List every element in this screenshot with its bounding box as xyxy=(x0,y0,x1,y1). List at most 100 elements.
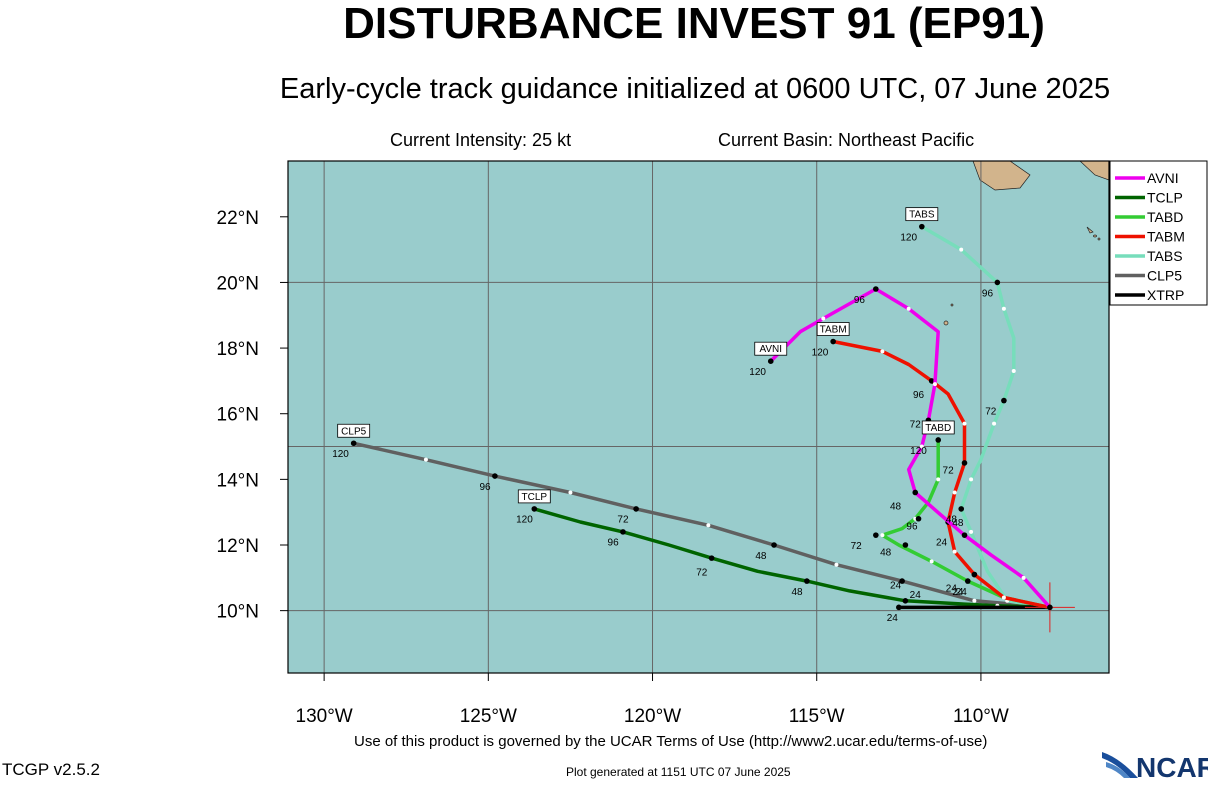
generated-timestamp: Plot generated at 1151 UTC 07 June 2025 xyxy=(566,765,791,779)
lat-tick-label: 16°N xyxy=(217,405,259,426)
track-xtrp xyxy=(896,604,1052,611)
model-end-label-box xyxy=(921,420,955,435)
track-tclp xyxy=(531,506,1052,610)
tau-label: 96 xyxy=(906,521,918,532)
track-line-tclp xyxy=(532,507,1052,610)
track-marker xyxy=(906,306,911,311)
tau-dot xyxy=(873,532,879,538)
track-marker xyxy=(972,598,977,603)
axis-labels: 130°W 125°W 120°W 115°W 110°W 22°N 20°N 18°N 16°… xyxy=(217,208,1009,727)
ncar-logo: NCAR xyxy=(1100,748,1208,785)
tau-dot xyxy=(902,597,909,604)
tau-dot xyxy=(994,279,1001,286)
tau-dot xyxy=(771,542,777,548)
tau-dot xyxy=(620,529,626,535)
model-end-label-box xyxy=(905,207,939,222)
tau-label: 48 xyxy=(791,587,803,598)
lon-tick-label: 120°W xyxy=(624,706,681,727)
ncar-logo-swoosh-icon xyxy=(1102,752,1138,778)
plot-title: DISTURBANCE INVEST 91 (EP91) xyxy=(343,0,1045,48)
lon-tick-label: 125°W xyxy=(460,706,517,727)
tau-label: 96 xyxy=(982,288,994,299)
model-end-label: CLP5 xyxy=(341,426,366,437)
tau-label: 96 xyxy=(913,390,925,401)
lat-tick-label: 14°N xyxy=(217,470,259,491)
tau-label: 24 xyxy=(956,587,968,598)
tau-dot xyxy=(919,223,925,230)
tau-dot xyxy=(912,489,919,496)
track-marker xyxy=(880,349,885,354)
initial-position-marker xyxy=(1024,582,1075,633)
tau-dot xyxy=(873,286,879,292)
model-tracks: 24 48 72 96 120 AVNI 24 48 72 96 120 TCLP 24 48 72 96 12… xyxy=(332,207,1052,624)
tau-label: 72 xyxy=(851,541,863,552)
init-dot xyxy=(1047,604,1053,611)
current-basin: Current Basin: Northeast Pacific xyxy=(718,130,975,150)
track-marker xyxy=(929,559,934,564)
legend: AVNI TCLP TABD TABM TABS CLP5 XTRP xyxy=(1109,160,1208,306)
tau-label: 72 xyxy=(617,515,629,526)
tau-dot xyxy=(928,378,935,384)
islet xyxy=(1093,234,1097,238)
tau-label: 24 xyxy=(887,613,899,624)
tau-label: 48 xyxy=(952,518,964,529)
lon-tick-label: 130°W xyxy=(296,706,353,727)
islet-2 xyxy=(1097,237,1101,241)
lat-tick-label: 20°N xyxy=(217,273,259,294)
tau-dot xyxy=(961,532,968,538)
plot-frame xyxy=(287,160,1110,674)
model-end-label: TABD xyxy=(925,423,951,434)
tau-dot xyxy=(531,506,538,512)
track-tabd xyxy=(873,437,1052,610)
tau-label: 72 xyxy=(696,567,708,578)
tau-label: 24 xyxy=(946,584,958,595)
model-end-label: TABM xyxy=(820,325,847,336)
track-marker xyxy=(992,421,997,426)
tau-dot xyxy=(902,542,909,548)
model-end-label-box xyxy=(816,322,850,336)
track-tabm xyxy=(830,338,1052,610)
land-masses xyxy=(943,161,1109,326)
lat-tick-label: 12°N xyxy=(217,536,259,557)
tau-label: 96 xyxy=(608,538,620,549)
tau-label: 72 xyxy=(910,420,922,431)
tau-label: 48 xyxy=(946,515,958,526)
lat-tick-label: 10°N xyxy=(217,602,259,623)
version-label: TCGP v2.5.2 xyxy=(2,760,100,779)
ocean-background xyxy=(288,161,1109,673)
model-end-label-box xyxy=(754,341,788,356)
track-marker xyxy=(1001,306,1006,311)
tau-dot xyxy=(958,506,965,512)
title-container: DISTURBANCE INVEST 91 (EP91) xyxy=(0,0,1208,60)
track-marker xyxy=(1011,369,1016,374)
track-marker xyxy=(568,490,573,495)
tau-dot xyxy=(971,571,978,578)
ncar-logo-text: NCAR xyxy=(1136,752,1208,780)
terms-of-use: Use of this product is governed by the U… xyxy=(354,733,988,750)
tau-dot xyxy=(708,555,715,561)
tau-label: 24 xyxy=(952,587,964,598)
tau-label: 120 xyxy=(516,515,533,526)
model-end-label-box xyxy=(517,489,551,504)
tau-dot xyxy=(896,604,902,611)
mainland-mexico-land xyxy=(1079,161,1109,181)
tau-dot xyxy=(1001,397,1007,404)
tau-label: 120 xyxy=(900,232,917,243)
lat-tick-label: 22°N xyxy=(217,208,259,229)
legend-label-tclp: TCLP xyxy=(1147,190,1183,206)
tau-labels: 24 48 72 96 120 AVNI 24 48 72 96 120 TCLP 24 48 72 96 12… xyxy=(332,207,997,624)
tau-dot xyxy=(964,578,971,584)
track-marker xyxy=(821,316,826,321)
tau-label: 72 xyxy=(943,466,955,477)
legend-label-clp5: CLP5 xyxy=(1147,268,1182,284)
track-marker xyxy=(952,549,957,554)
track-marker xyxy=(962,421,967,426)
lon-tick-label: 115°W xyxy=(789,706,845,727)
model-end-label: TCLP xyxy=(522,492,548,503)
tau-dot xyxy=(935,437,942,443)
tau-label: 72 xyxy=(985,406,997,417)
tau-dot xyxy=(961,460,968,466)
tau-label: 120 xyxy=(332,449,349,460)
clarion-island xyxy=(950,303,954,307)
